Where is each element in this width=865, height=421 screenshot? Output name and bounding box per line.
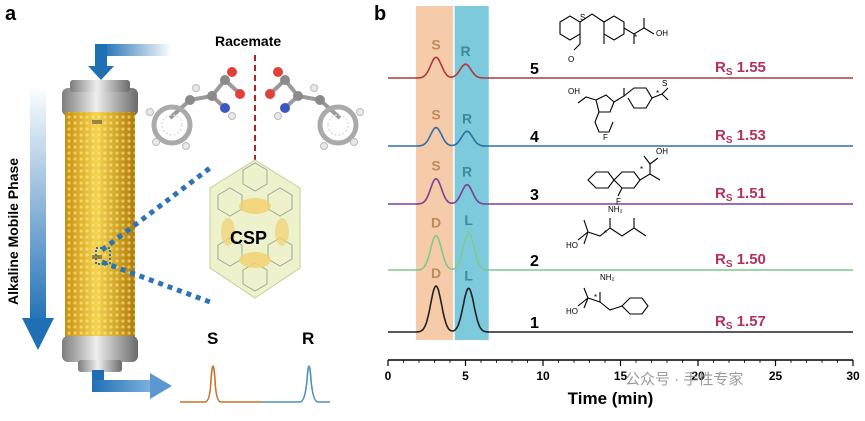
- csp-label: CSP: [230, 228, 267, 248]
- svg-text:HO: HO: [566, 307, 578, 316]
- outlet-arrow: [92, 370, 172, 399]
- peak-s-trace: [180, 365, 262, 403]
- compound-number-5: 5: [530, 61, 539, 78]
- peak-label-1-D: D: [431, 265, 441, 281]
- peak-label-4-S: S: [431, 107, 440, 123]
- peak-label-1-L: L: [464, 267, 473, 283]
- svg-text:F: F: [603, 133, 608, 142]
- molecule-left: [146, 67, 245, 150]
- peak-label-3-R: R: [462, 164, 472, 180]
- peak-label-4-R: R: [462, 110, 472, 126]
- structure-2: [577, 218, 647, 245]
- x-tick-label-10: 10: [536, 369, 550, 383]
- svg-text:*: *: [640, 165, 643, 174]
- racemate-label: Racemate: [215, 33, 281, 49]
- elution-band-1: [454, 6, 489, 340]
- hplc-column: [62, 80, 138, 372]
- svg-text:S: S: [662, 79, 667, 88]
- svg-text:OH: OH: [568, 87, 580, 96]
- x-tick-label-25: 25: [769, 369, 783, 383]
- zoom-lines: [100, 166, 212, 305]
- inlet-arrow: [88, 44, 172, 80]
- resolution-4: RS 1.53: [715, 127, 766, 146]
- resolution-5: RS 1.55: [715, 59, 766, 78]
- elution-band-0: [415, 6, 454, 340]
- compound-number-3: 3: [530, 187, 539, 204]
- molecule-right: [265, 67, 364, 150]
- chromatogram-chart: 0 5 10 15 20 25 30 Time (min) S R 5 RS 1.55 S R 4 RS 1.…: [385, 6, 860, 408]
- compound-number-1: 1: [530, 315, 539, 332]
- svg-text:O: O: [568, 55, 574, 64]
- structure-4: [577, 87, 669, 133]
- trace-1: [388, 285, 853, 333]
- svg-text:*: *: [604, 229, 607, 238]
- peak-label-r: R: [302, 329, 314, 348]
- resolution-3: RS 1.51: [715, 185, 766, 204]
- mobile-phase-arrow: [22, 85, 54, 350]
- compound-number-2: 2: [530, 253, 539, 270]
- x-tick-label-0: 0: [385, 369, 392, 383]
- peak-label-3-S: S: [431, 158, 440, 174]
- x-tick-label-30: 30: [846, 369, 860, 383]
- svg-text:*: *: [656, 89, 659, 98]
- resolution-2: RS 1.50: [715, 251, 766, 270]
- compound-structures: [559, 13, 669, 315]
- x-tick-label-20: 20: [691, 369, 705, 383]
- svg-text:HO: HO: [566, 241, 578, 250]
- peak-label-s: S: [207, 329, 218, 348]
- panel-a-label: a: [5, 3, 17, 25]
- peak-r-trace: [262, 365, 330, 403]
- structure-3: [587, 155, 661, 197]
- trace-5: [388, 56, 853, 79]
- peak-label-5-S: S: [431, 36, 440, 52]
- peak-label-5-R: R: [460, 43, 470, 59]
- compound-number-4: 4: [530, 129, 539, 146]
- peak-label-2-L: L: [464, 212, 473, 228]
- svg-text:OH: OH: [656, 29, 668, 38]
- resolution-1: RS 1.57: [715, 313, 766, 332]
- trace-2: [388, 232, 853, 271]
- svg-text:NH₂: NH₂: [608, 205, 623, 214]
- mobile-phase-label: Alkaline Mobile Phase: [5, 158, 21, 305]
- panel-b-label: b: [374, 3, 386, 25]
- watermark: 公众号 · 手性专家: [625, 371, 743, 388]
- trace-3: [388, 177, 853, 205]
- x-axis-label: Time (min): [568, 389, 654, 408]
- svg-text:S: S: [580, 13, 585, 22]
- svg-text:*: *: [594, 293, 597, 302]
- svg-text:*: *: [634, 33, 637, 42]
- trace-4: [388, 126, 853, 147]
- x-tick-label-15: 15: [614, 369, 628, 383]
- csp-structure: [209, 159, 301, 299]
- zoom-source: [95, 247, 111, 265]
- svg-text:F: F: [616, 197, 621, 206]
- structure-5: [559, 13, 655, 51]
- svg-text:NH₂: NH₂: [600, 273, 615, 282]
- x-tick-label-5: 5: [462, 369, 469, 383]
- structure-atom-labels: S O OH * OH F S * OH * F NH₂ * HO NH₂ * …: [566, 13, 668, 316]
- structure-1: [577, 287, 649, 315]
- svg-text:OH: OH: [656, 147, 668, 156]
- peak-label-2-D: D: [431, 215, 441, 231]
